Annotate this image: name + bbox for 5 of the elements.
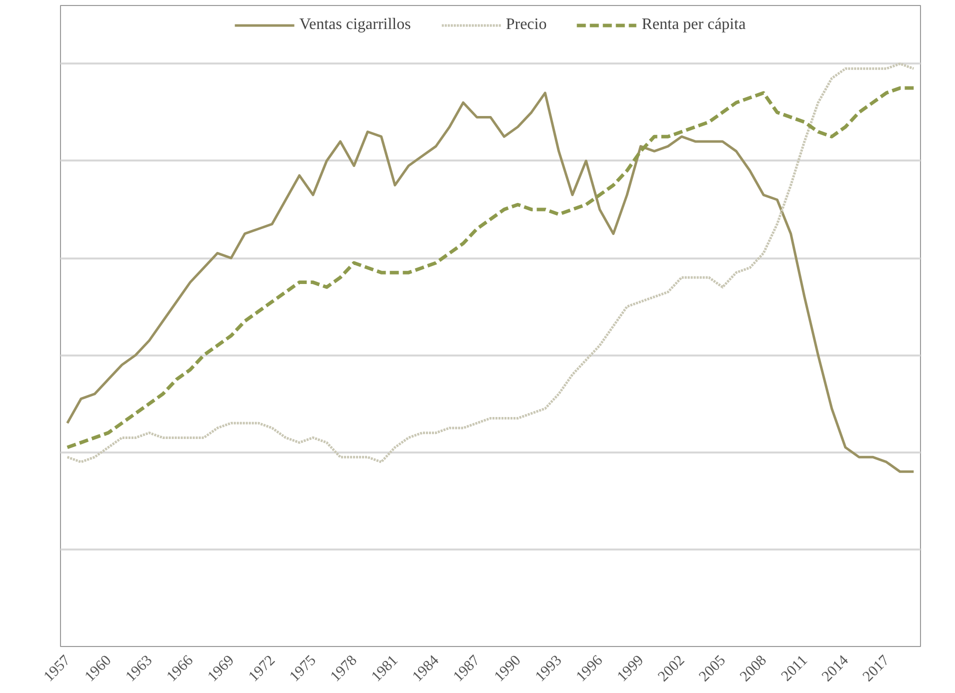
- legend-label: Renta per cápita: [642, 16, 746, 34]
- x-tick-label: 2011: [778, 652, 811, 685]
- legend-label: Precio: [506, 16, 547, 34]
- legend-label: Ventas cigarrillos: [299, 16, 411, 34]
- x-tick-label: 1981: [368, 652, 402, 686]
